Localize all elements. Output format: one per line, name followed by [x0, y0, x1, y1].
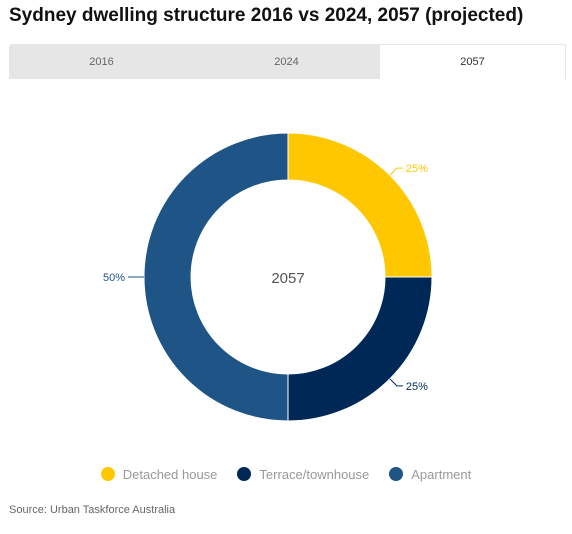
connector-terrace-townhouse: [389, 378, 403, 387]
legend-swatch-apartment: [389, 467, 404, 481]
tab-2016[interactable]: 2016: [89, 55, 114, 68]
legend-item-terrace-townhouse[interactable]: Terrace/townhouse: [237, 464, 369, 484]
center-label: 2057: [271, 270, 304, 287]
legend-item-apartment[interactable]: Apartment: [389, 464, 471, 484]
tab-2057[interactable]: 2057: [379, 44, 566, 79]
source-note: Source: Urban Taskforce Australia: [9, 504, 176, 516]
slice-apartment[interactable]: [143, 132, 289, 422]
data-label-apartment: 50%: [103, 272, 125, 284]
legend: Detached house Terrace/townhouse Apartme…: [0, 464, 572, 484]
slice-detached-house[interactable]: [287, 132, 433, 278]
chart-title: Sydney dwelling structure 2016 vs 2024, …: [9, 5, 524, 26]
legend-item-detached-house[interactable]: Detached house: [100, 464, 218, 484]
legend-label-detached-house: Detached house: [122, 466, 218, 482]
legend-label-terrace-townhouse: Terrace/townhouse: [259, 466, 370, 482]
data-label-terrace-townhouse: 25%: [406, 381, 428, 393]
connector-detached-house: [389, 167, 403, 176]
legend-swatch-terrace-townhouse: [237, 467, 252, 481]
legend-label-apartment: Apartment: [411, 466, 472, 482]
slice-terrace-townhouse[interactable]: [287, 276, 433, 422]
tab-2024[interactable]: 2024: [274, 55, 299, 68]
year-tabs: 2016 2024 2057: [9, 44, 566, 79]
legend-swatch-detached-house: [100, 467, 115, 481]
data-label-detached-house: 25%: [406, 163, 428, 175]
